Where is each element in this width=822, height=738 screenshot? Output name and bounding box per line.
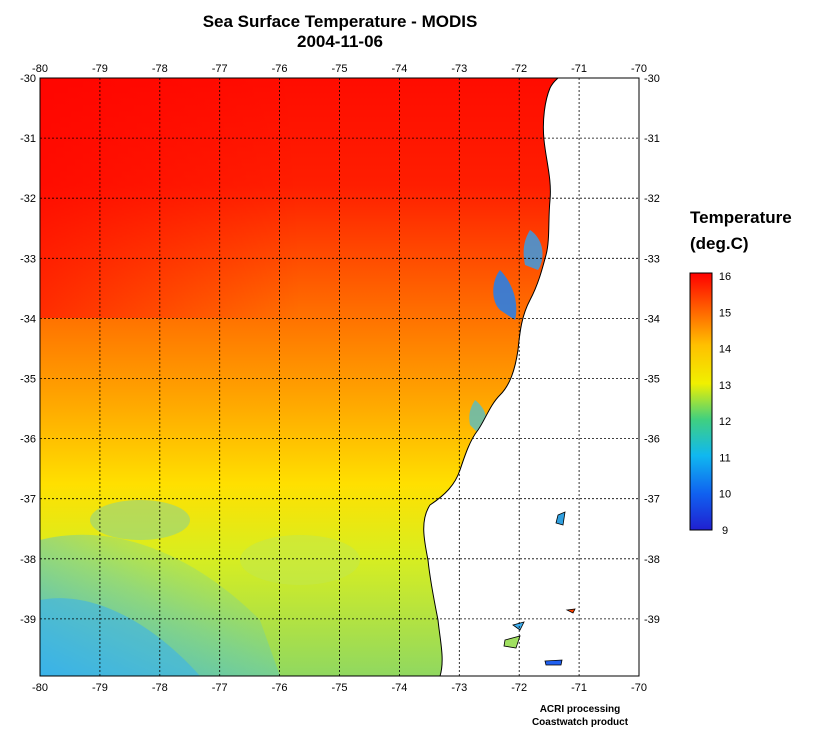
legend-title: Temperature	[690, 208, 792, 227]
lon-label-bottom: -79	[92, 682, 108, 694]
credit-processing: ACRI processing	[539, 704, 621, 715]
lon-label-bottom: -74	[391, 682, 407, 694]
lon-label-top: -70	[631, 63, 647, 75]
lon-label-top: -73	[451, 63, 467, 75]
lat-label-left: -38	[20, 554, 36, 566]
lon-label-top: -74	[391, 63, 407, 75]
coastline-land	[423, 78, 639, 676]
lat-label-right: -34	[644, 313, 660, 325]
lon-label-top: -71	[571, 63, 587, 75]
lat-label-left: -31	[20, 133, 36, 145]
legend-colorbar	[689, 272, 713, 531]
lat-label-right: -36	[644, 434, 660, 446]
lat-label-left: -36	[20, 434, 36, 446]
lon-label-top: -80	[32, 63, 48, 75]
lon-label-top: -78	[152, 63, 168, 75]
legend-tick-label: 15	[719, 307, 731, 319]
lat-label-left: -35	[20, 374, 36, 386]
lon-label-bottom: -73	[451, 682, 467, 694]
lat-label-right: -31	[644, 133, 660, 145]
credit-product: Coastwatch product	[531, 717, 629, 728]
sst-field	[40, 78, 639, 676]
lon-label-top: -76	[272, 63, 288, 75]
lat-label-left: -37	[20, 494, 36, 506]
lon-label-top: -75	[332, 63, 348, 75]
lon-label-bottom: -76	[272, 682, 288, 694]
lat-label-right: -38	[644, 554, 660, 566]
lon-label-bottom: -78	[152, 682, 168, 694]
map-title: Sea Surface Temperature - MODIS	[202, 12, 478, 31]
legend-tick-label: 14	[719, 344, 731, 356]
lon-label-bottom: -72	[511, 682, 527, 694]
lon-label-top: -72	[511, 63, 527, 75]
lon-label-bottom: -75	[332, 682, 348, 694]
lat-label-right: -30	[644, 73, 660, 85]
lat-label-right: -37	[644, 494, 660, 506]
legend-tick-label: 12	[719, 416, 731, 428]
lat-label-right: -35	[644, 374, 660, 386]
legend-tick-label: 11	[719, 452, 730, 464]
lat-label-left: -30	[20, 73, 36, 85]
lat-label-left: -33	[20, 253, 36, 265]
lon-label-top: -79	[92, 63, 108, 75]
legend-tick-label: 9	[722, 525, 728, 537]
lon-label-bottom: -77	[212, 682, 228, 694]
lat-label-right: -39	[644, 614, 660, 626]
axis-ticks: -80 -80 -79 -79 -78 -78 -77 -77 -76 -76 -75 -75 -74 -…	[20, 63, 660, 694]
lon-label-bottom: -71	[571, 682, 587, 694]
legend-tick-label: 10	[719, 489, 731, 501]
lat-label-left: -34	[20, 313, 36, 325]
lat-label-right: -33	[644, 253, 660, 265]
lon-label-bottom: -70	[631, 682, 647, 694]
lat-label-left: -32	[20, 193, 36, 205]
lat-label-left: -39	[20, 614, 36, 626]
lon-label-top: -77	[212, 63, 228, 75]
lon-label-bottom: -80	[32, 682, 48, 694]
map-date: 2004-11-06	[296, 32, 384, 51]
lat-label-right: -32	[644, 193, 660, 205]
legend-ticks: 16 15 14 13 12 11 10 9	[719, 271, 731, 537]
legend-tick-label: 16	[719, 271, 731, 283]
legend-tick-label: 13	[719, 380, 731, 392]
legend-units: (deg.C)	[690, 234, 749, 253]
